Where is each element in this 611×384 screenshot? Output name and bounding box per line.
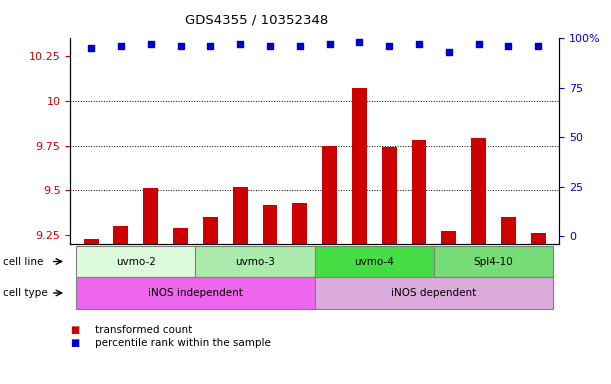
Bar [114,226,128,244]
Point [265,43,275,50]
Point [205,43,215,50]
Bar [322,146,337,244]
Point [384,43,394,50]
Text: ■: ■ [70,338,79,348]
Point [324,41,334,47]
Bar [144,189,158,244]
Text: ■: ■ [70,325,79,335]
Bar [531,233,546,244]
Bar [233,187,247,244]
Point [533,43,543,50]
Bar [352,88,367,244]
Text: Spl4-10: Spl4-10 [474,257,513,266]
Bar [173,228,188,244]
Bar [412,140,426,244]
Text: cell line: cell line [3,257,43,266]
Bar [441,231,456,244]
Text: iNOS independent: iNOS independent [148,288,243,298]
Bar [292,203,307,244]
Text: GDS4355 / 10352348: GDS4355 / 10352348 [185,13,328,26]
Point [444,49,454,55]
Text: uvmo-4: uvmo-4 [354,257,394,266]
Bar [203,217,218,244]
Point [414,41,424,47]
Text: percentile rank within the sample: percentile rank within the sample [95,338,271,348]
Point [354,39,364,45]
Point [503,43,513,50]
Point [235,41,245,47]
Text: uvmo-3: uvmo-3 [235,257,275,266]
Point [116,43,126,50]
Bar [263,205,277,244]
Text: iNOS dependent: iNOS dependent [391,288,477,298]
Point [175,43,185,50]
Text: uvmo-2: uvmo-2 [116,257,156,266]
Text: cell type: cell type [3,288,48,298]
Point [474,41,483,47]
Bar [382,147,397,244]
Bar [501,217,516,244]
Bar [471,139,486,244]
Point [146,41,156,47]
Point [295,43,305,50]
Point [86,45,96,51]
Bar [84,239,98,244]
Text: transformed count: transformed count [95,325,192,335]
